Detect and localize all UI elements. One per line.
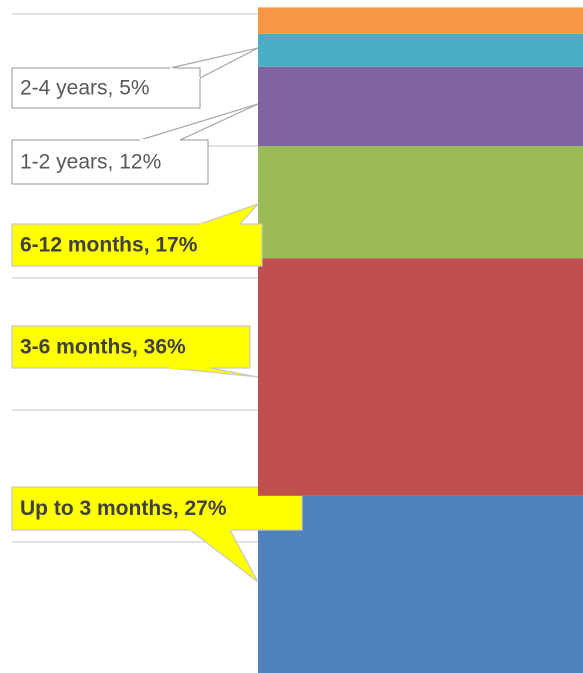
- callout-box: [11, 325, 251, 369]
- bar-segment: [258, 258, 583, 496]
- data-label: 3-6 months, 36%: [20, 336, 186, 359]
- callout-box: [11, 67, 201, 109]
- bar-segment: [258, 66, 583, 146]
- data-label: 2-4 years, 5%: [20, 77, 150, 100]
- callout-box: [11, 139, 209, 185]
- callout-pointer: [188, 529, 259, 583]
- callout-pointer: [199, 202, 260, 225]
- data-label: 6-12 months, 17%: [20, 234, 198, 257]
- bar-segment: [258, 146, 583, 259]
- callout-box: [11, 223, 263, 267]
- data-label: Up to 3 months, 27%: [20, 497, 227, 520]
- data-label: 1-2 years, 12%: [20, 151, 161, 174]
- bar-segment: [258, 33, 583, 67]
- callout-seam: [169, 67, 201, 79]
- bar-segment: [258, 495, 583, 673]
- callout-box: [11, 486, 303, 531]
- callout-pointer: [139, 103, 259, 141]
- callout-pointer: [169, 367, 259, 378]
- bar-segment: [258, 7, 583, 34]
